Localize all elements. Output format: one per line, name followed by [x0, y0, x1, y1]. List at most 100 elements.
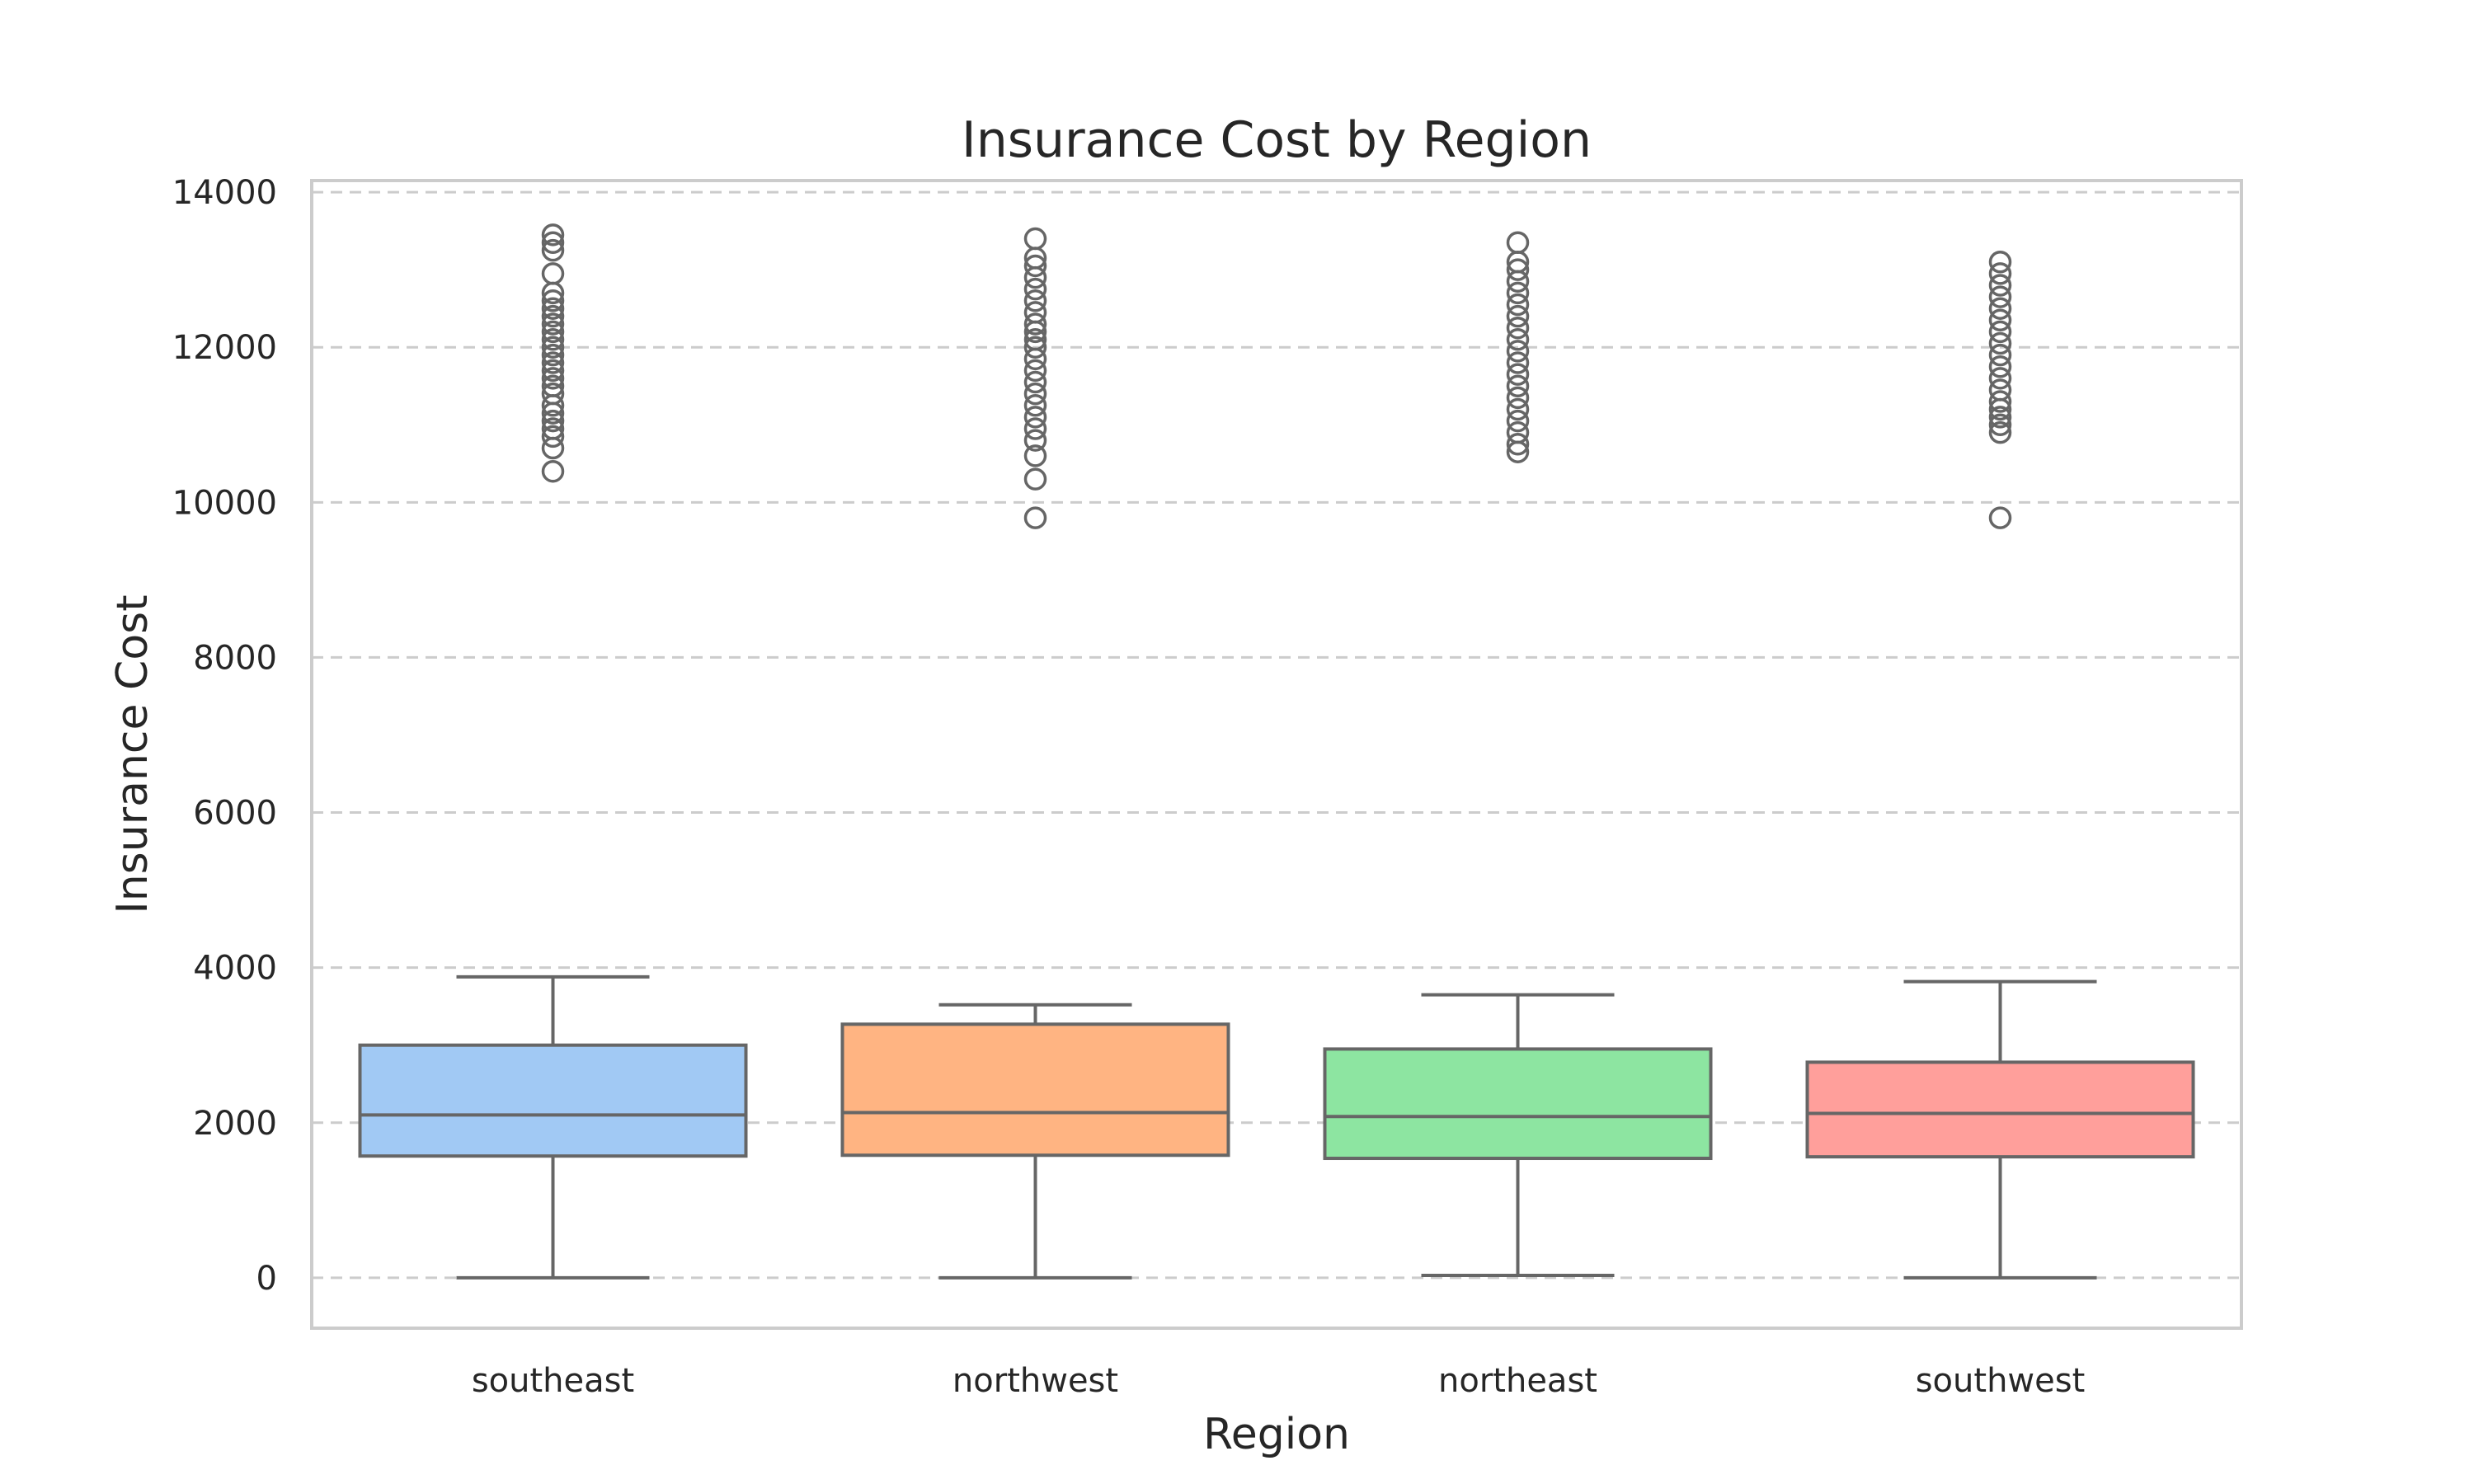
outlier-southwest-15 — [1988, 274, 2012, 297]
y-tick-label-0: 0 — [256, 1260, 277, 1298]
outlier-southeast-1 — [541, 436, 565, 460]
outlier-southwest-13 — [1988, 297, 2012, 320]
outlier-northeast-14 — [1506, 281, 1530, 305]
outlier-northeast-1 — [1506, 433, 1530, 456]
x-tick-label-northeast: northeast — [1438, 1362, 1597, 1400]
outlier-southwest-12 — [1988, 308, 2012, 332]
y-tick-label-2000: 2000 — [193, 1105, 277, 1143]
y-tick-label-10000: 10000 — [172, 484, 277, 522]
outlier-southeast-3 — [541, 417, 565, 440]
outlier-northwest-9 — [1023, 359, 1047, 383]
outlier-northeast-16 — [1506, 258, 1530, 281]
box-southeast — [358, 974, 748, 1280]
outlier-northwest-5 — [1023, 406, 1047, 429]
y-axis-label: Insurance Cost — [108, 594, 158, 913]
x-tick-label-southwest: southwest — [1916, 1362, 2086, 1400]
box-northwest — [840, 1003, 1230, 1280]
outlier-northwest-0 — [1023, 506, 1047, 529]
y-tick-labels: 0 2000 4000 6000 8000 10000 12000 14000 — [172, 174, 277, 1298]
outlier-northwest-11 — [1023, 336, 1047, 359]
outlier-northwest-21 — [1023, 227, 1047, 251]
outlier-southeast-17 — [541, 304, 565, 328]
outlier-northwest-8 — [1023, 370, 1047, 394]
box-southwest — [1805, 979, 2195, 1280]
outlier-northwest-2 — [1023, 444, 1047, 467]
outlier-northeast-18 — [1506, 231, 1530, 254]
outlier-southeast-0 — [541, 459, 565, 483]
outlier-southeast-12 — [541, 343, 565, 367]
outlier-southeast-7 — [541, 382, 565, 406]
outlier-southwest-6 — [1988, 378, 2012, 402]
outlier-northeast-10 — [1506, 328, 1530, 351]
outlier-northwest-15 — [1023, 301, 1047, 324]
outlier-southeast-11 — [541, 351, 565, 374]
outliers-group — [541, 223, 2012, 529]
outlier-southeast-15 — [541, 320, 565, 344]
x-axis-label: Region — [1203, 1410, 1350, 1459]
outlier-northwest-7 — [1023, 382, 1047, 406]
y-tick-label-14000: 14000 — [172, 174, 277, 212]
outlier-northeast-4 — [1506, 397, 1530, 421]
outlier-northwest-14 — [1023, 312, 1047, 336]
plot-frame — [310, 179, 2243, 1330]
outlier-northeast-2 — [1506, 420, 1530, 444]
outlier-southwest-11 — [1988, 320, 2012, 344]
outlier-southeast-23 — [541, 231, 565, 254]
outlier-southwest-1 — [1988, 420, 2012, 444]
outlier-northwest-18 — [1023, 265, 1047, 289]
outlier-southeast-10 — [541, 359, 565, 383]
outlier-southwest-8 — [1988, 355, 2012, 378]
outlier-southeast-4 — [541, 409, 565, 433]
outlier-southwest-7 — [1988, 367, 2012, 390]
outlier-northeast-7 — [1506, 363, 1530, 386]
y-tick-label-8000: 8000 — [193, 639, 277, 677]
outlier-southwest-3 — [1988, 406, 2012, 429]
outlier-southeast-9 — [541, 367, 565, 390]
box-body-southwest — [1805, 1060, 2195, 1159]
y-tick-label-12000: 12000 — [172, 329, 277, 367]
outlier-southwest-14 — [1988, 285, 2012, 308]
outlier-northwest-4 — [1023, 417, 1047, 440]
box-body-northeast — [1323, 1047, 1713, 1161]
x-tick-labels: southeast northwest northeast southwest — [472, 1362, 2085, 1400]
outlier-northwest-6 — [1023, 394, 1047, 417]
outlier-southeast-2 — [541, 425, 565, 448]
outlier-southeast-22 — [541, 238, 565, 262]
outlier-northeast-9 — [1506, 340, 1530, 363]
outlier-southwest-17 — [1988, 251, 2012, 274]
x-tick-label-southeast: southeast — [472, 1362, 634, 1400]
y-tick-label-4000: 4000 — [193, 950, 277, 988]
outlier-northeast-3 — [1506, 409, 1530, 433]
outlier-northeast-13 — [1506, 293, 1530, 317]
outlier-southeast-16 — [541, 312, 565, 336]
outlier-northwest-19 — [1023, 254, 1047, 278]
outlier-northwest-10 — [1023, 347, 1047, 371]
outlier-northwest-1 — [1023, 467, 1047, 491]
boxes-group — [358, 974, 2195, 1280]
outlier-northeast-8 — [1506, 351, 1530, 374]
outlier-northeast-11 — [1506, 316, 1530, 340]
outlier-southeast-8 — [541, 374, 565, 397]
box-body-southeast — [358, 1043, 748, 1158]
outlier-southeast-18 — [541, 297, 565, 320]
outlier-southeast-13 — [541, 336, 565, 359]
outlier-northeast-6 — [1506, 374, 1530, 397]
outlier-southeast-24 — [541, 223, 565, 247]
y-tick-label-6000: 6000 — [193, 795, 277, 833]
outlier-southeast-19 — [541, 289, 565, 312]
outlier-northwest-3 — [1023, 429, 1047, 452]
outlier-southwest-5 — [1988, 390, 2012, 413]
box-body-northwest — [840, 1022, 1230, 1158]
outlier-southwest-9 — [1988, 343, 2012, 367]
outlier-southwest-16 — [1988, 262, 2012, 285]
outlier-northwest-12 — [1023, 328, 1047, 351]
outlier-southwest-0 — [1988, 506, 2012, 529]
outlier-southeast-14 — [541, 328, 565, 351]
outlier-northwest-17 — [1023, 277, 1047, 301]
outlier-northeast-5 — [1506, 386, 1530, 410]
outlier-southwest-10 — [1988, 331, 2012, 355]
outlier-northeast-12 — [1506, 304, 1530, 328]
outlier-southeast-21 — [541, 262, 565, 285]
